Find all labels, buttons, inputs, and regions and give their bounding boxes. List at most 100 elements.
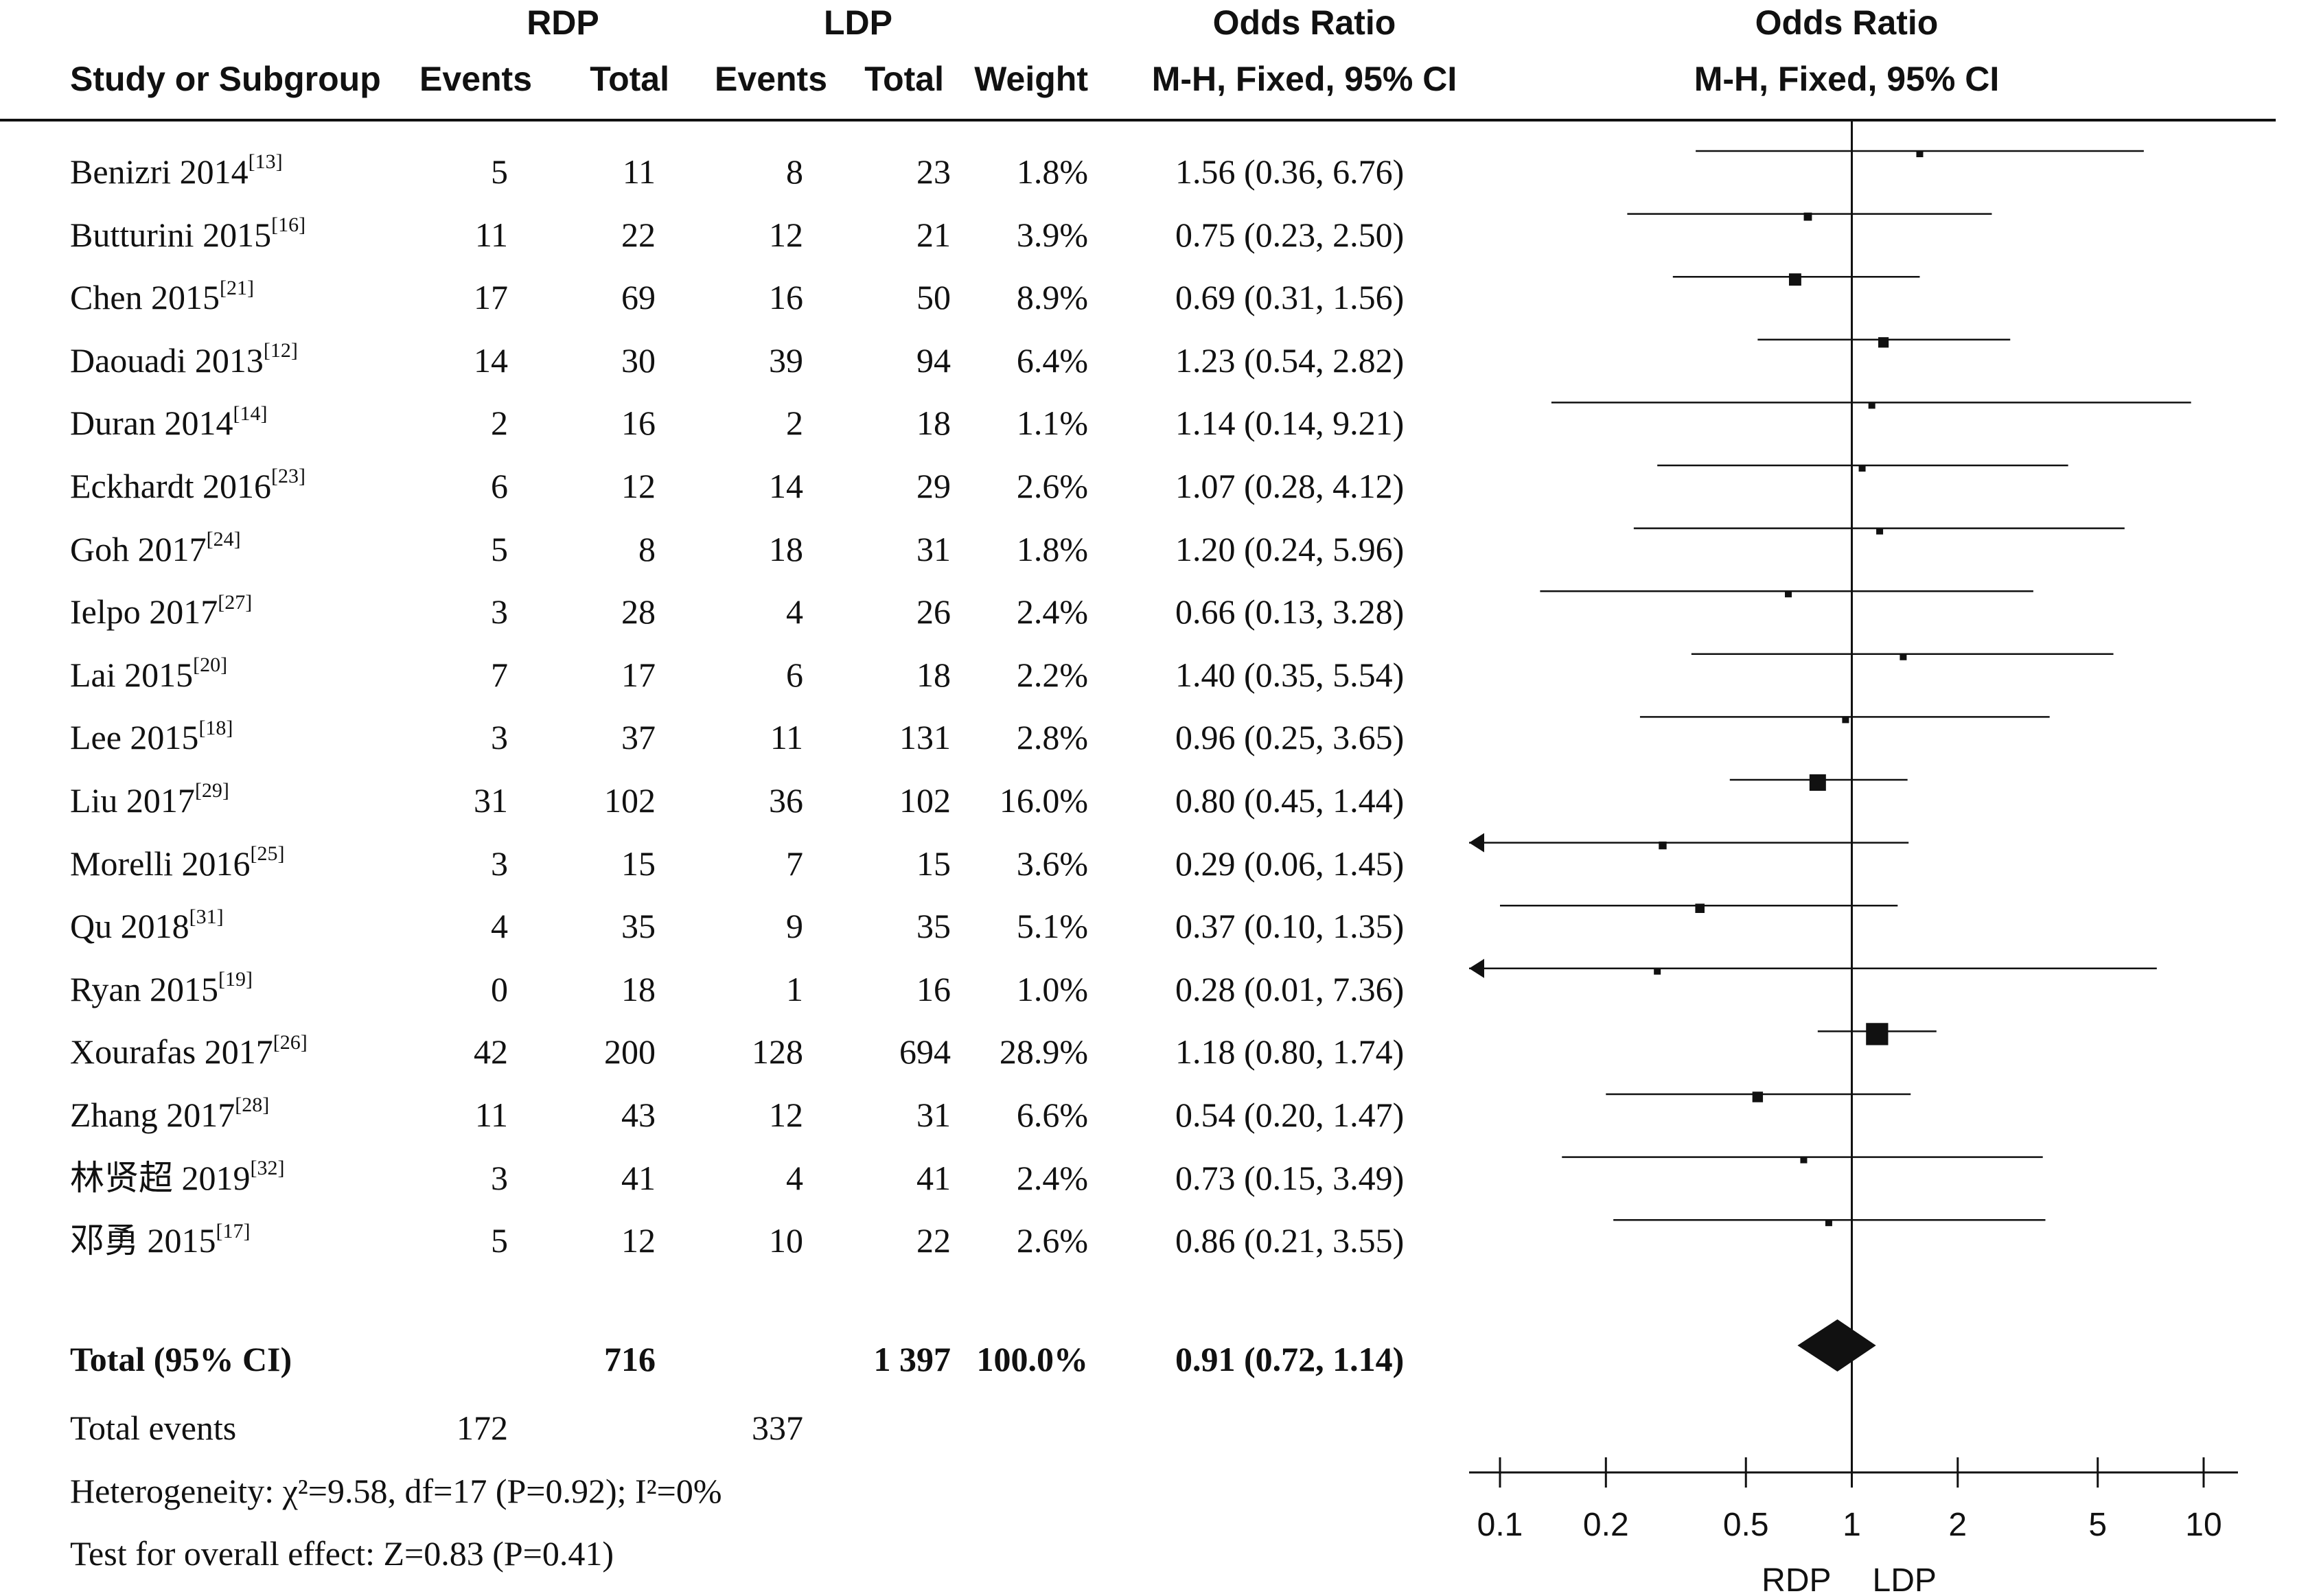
total-events-rdp: 172: [457, 1409, 508, 1447]
rdp-total: 102: [604, 781, 656, 820]
reference-superscript: [14]: [233, 402, 268, 425]
ci-text: 1.20 (0.24, 5.96): [1175, 529, 1405, 568]
ldp-total: 18: [916, 655, 951, 694]
rdp-group-header: RDP: [527, 3, 599, 42]
study-name: Duran 2014[14]: [70, 403, 267, 443]
ldp-events: 12: [769, 1096, 803, 1134]
weight: 2.2%: [1016, 655, 1088, 694]
rdp-total-header: Total: [590, 60, 669, 98]
ldp-total: 131: [899, 718, 951, 757]
ldp-events: 16: [769, 278, 803, 317]
study-name-text: Ryan 2015: [70, 969, 219, 1008]
study-column-header: Study or Subgroup: [70, 60, 381, 98]
total-events-label: Total events: [70, 1409, 237, 1447]
reference-superscript: [18]: [198, 716, 233, 739]
weight: 2.4%: [1016, 1158, 1088, 1197]
weight: 6.6%: [1016, 1096, 1088, 1134]
ci-text: 1.14 (0.14, 9.21): [1175, 404, 1405, 443]
reference-superscript: [13]: [248, 150, 283, 174]
reference-superscript: [20]: [193, 654, 228, 677]
effect-square: [1842, 716, 1849, 724]
total-rdp-total: 716: [604, 1340, 656, 1378]
reference-superscript: [21]: [220, 276, 255, 299]
study-name-text: Eckhardt 2016: [70, 467, 271, 505]
ci-text: 0.54 (0.20, 1.47): [1175, 1096, 1405, 1134]
study-name-text: Lai 2015: [70, 655, 194, 694]
rdp-total: 12: [621, 1221, 656, 1260]
ldp-total: 22: [916, 1221, 951, 1260]
ldp-events-header: Events: [715, 60, 827, 98]
effect-square: [1785, 590, 1792, 598]
study-name-text: Zhang 2017: [70, 1096, 235, 1134]
weight: 5.1%: [1016, 907, 1088, 946]
study-name: Zhang 2017[28]: [70, 1095, 269, 1134]
ci-text: 0.69 (0.31, 1.56): [1175, 278, 1405, 317]
study-name: Daouadi 2013[12]: [70, 340, 298, 380]
ldp-events: 128: [752, 1032, 803, 1072]
x-tick-label: 0.5: [1723, 1507, 1769, 1543]
study-name: Lee 2015[18]: [70, 716, 233, 754]
rdp-total: 35: [621, 907, 656, 946]
rdp-events: 3: [491, 1158, 508, 1197]
plot-method-header: M-H, Fixed, 95% CI: [1694, 60, 2000, 98]
study-name: Lai 2015[20]: [70, 655, 227, 694]
ldp-events: 18: [769, 529, 803, 568]
reference-superscript: [32]: [250, 1156, 285, 1179]
ldp-total: 694: [899, 1032, 951, 1072]
ci-text: 1.18 (0.80, 1.74): [1175, 1032, 1405, 1072]
ldp-events: 1: [786, 969, 803, 1008]
rdp-events: 5: [491, 529, 508, 568]
effect-square: [1868, 402, 1875, 409]
study-name-text: Daouadi 2013: [70, 340, 264, 380]
ci-text: 0.37 (0.10, 1.35): [1175, 907, 1405, 946]
ldp-total: 41: [916, 1158, 951, 1197]
effect-square: [1878, 337, 1889, 348]
ci-text: 1.40 (0.35, 5.54): [1175, 655, 1405, 694]
study-name-text: Liu 2017: [70, 781, 195, 820]
weight: 2.6%: [1016, 1221, 1088, 1260]
ci-text: 0.80 (0.45, 1.44): [1175, 781, 1405, 820]
effect-square: [1825, 1219, 1832, 1227]
header-rule: [0, 119, 2276, 122]
weight: 2.8%: [1016, 718, 1088, 757]
rdp-total: 17: [621, 655, 656, 694]
ldp-events: 2: [786, 404, 803, 443]
x-tick-label: 2: [1948, 1507, 1967, 1543]
study-name: Goh 2017[24]: [70, 529, 241, 566]
effect-square: [1803, 212, 1812, 221]
rdp-events-header: Events: [419, 60, 532, 98]
rdp-events: 42: [474, 1032, 508, 1072]
study-name: 邓勇 2015[17]: [70, 1221, 250, 1258]
effect-square: [1916, 150, 1924, 157]
study-name: Qu 2018[31]: [70, 906, 224, 943]
ldp-events: 4: [786, 592, 803, 632]
ldp-total: 15: [916, 844, 951, 883]
x-tick-label: 10: [2185, 1507, 2221, 1543]
rdp-events: 4: [491, 907, 508, 946]
ldp-total-header: Total: [864, 60, 944, 98]
reference-superscript: [25]: [250, 842, 285, 865]
study-name: Ryan 2015[19]: [70, 969, 253, 1008]
ldp-total: 18: [916, 404, 951, 443]
reference-superscript: [24]: [206, 527, 241, 551]
study-name: Liu 2017[29]: [70, 780, 229, 820]
study-name-text: Duran 2014: [70, 404, 233, 443]
effect-square: [1876, 527, 1884, 535]
pooled-diamond: [1797, 1319, 1876, 1372]
ldp-total: 35: [916, 907, 951, 946]
plot-title: Odds Ratio: [1755, 3, 1939, 42]
ldp-events: 39: [769, 340, 803, 380]
effect-square: [1809, 774, 1826, 791]
rdp-events: 5: [491, 1221, 508, 1260]
rdp-events: 7: [491, 655, 508, 694]
weight: 1.8%: [1016, 152, 1088, 191]
study-name: Eckhardt 2016[23]: [70, 466, 305, 505]
study-name: 林贤超 2019[32]: [70, 1157, 284, 1194]
study-name: Chen 2015[21]: [70, 276, 255, 314]
rdp-total: 43: [621, 1096, 656, 1134]
rdp-total: 12: [621, 467, 656, 505]
rdp-total: 22: [621, 215, 656, 254]
rdp-total: 41: [621, 1158, 656, 1197]
reference-superscript: [26]: [273, 1030, 308, 1054]
weight: 6.4%: [1016, 340, 1088, 380]
